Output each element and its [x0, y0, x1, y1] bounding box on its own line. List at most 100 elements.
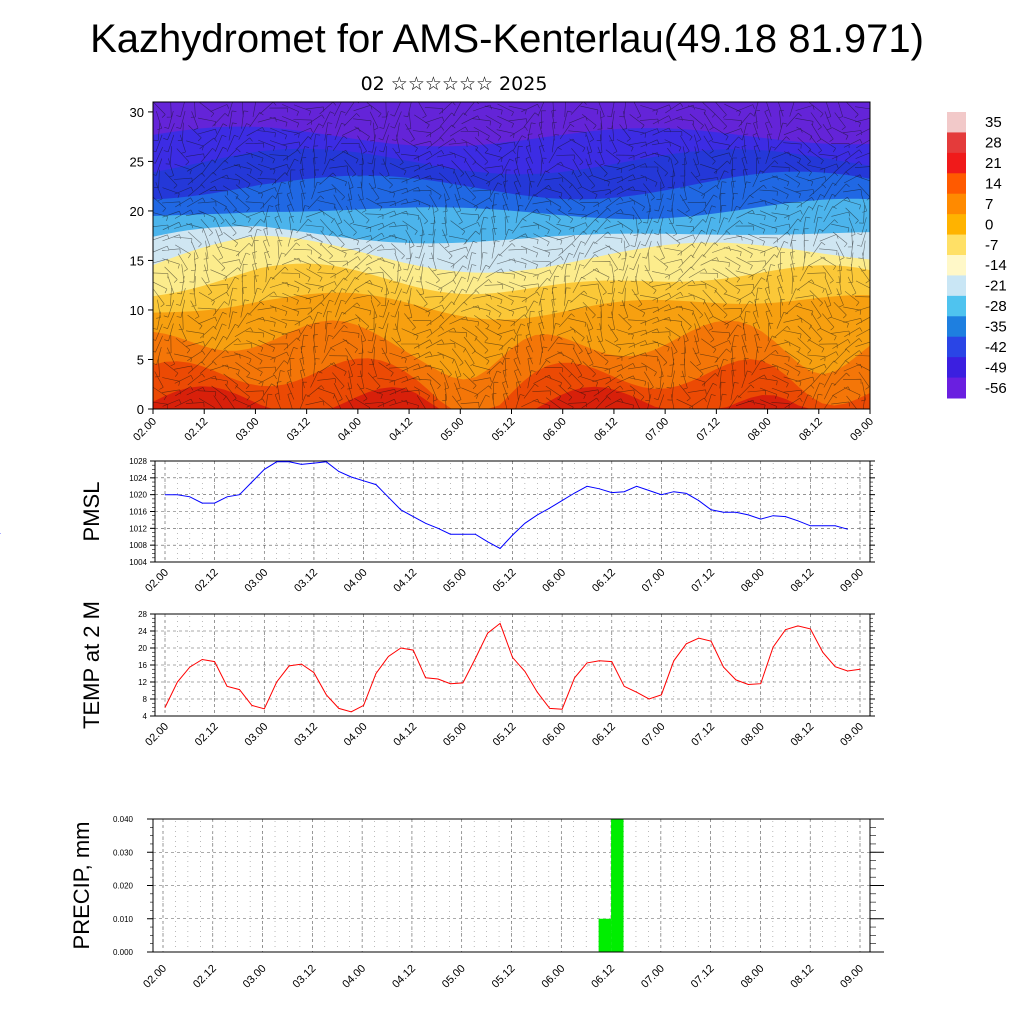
x-tick-label: 07.00: [640, 721, 668, 749]
data-point: [797, 520, 799, 522]
y-tick-label: 16: [138, 661, 147, 670]
y-axis-label: PMSL: [79, 482, 104, 542]
data-point: [809, 525, 811, 527]
data-point: [673, 491, 675, 493]
x-tick-label: 07.12: [689, 963, 717, 991]
x-tick-label: 02.12: [193, 721, 221, 749]
data-point: [859, 668, 861, 670]
colorbar-swatch: [947, 377, 966, 399]
x-tick-label: 08.12: [797, 416, 825, 444]
data-point: [809, 628, 811, 630]
x-tick-label: 02.00: [141, 963, 169, 991]
x-tick-label: 09.00: [838, 567, 866, 595]
y-tick-label: 5: [137, 352, 144, 367]
data-point: [189, 666, 191, 668]
y-tick-label: 1016: [129, 508, 147, 517]
data-point: [462, 533, 464, 535]
data-point: [177, 494, 178, 496]
data-point: [474, 533, 476, 535]
x-tick-label: 07.12: [689, 721, 717, 749]
colorbar-swatch: [947, 112, 966, 133]
data-point: [661, 494, 662, 496]
x-tick-label: 08.12: [789, 567, 817, 595]
y-tick-label: 1028: [129, 457, 147, 466]
x-tick-label: 06.00: [541, 416, 569, 444]
precip-panel: 0.000 0.010 0.020 0.030 0.040 02.00 02.12 03.00…: [69, 815, 884, 991]
data-point: [536, 514, 538, 516]
data-point: [822, 525, 824, 527]
colorbar-label: 21: [985, 155, 1002, 172]
y-tick-label: 28: [138, 610, 147, 619]
y-tick-label: 15: [130, 253, 144, 268]
plot-frame: [154, 613, 871, 717]
data-point: [673, 660, 675, 662]
colorbar-swatch: [947, 234, 966, 256]
data-point: [437, 678, 439, 680]
y-tick-label: 1024: [129, 474, 147, 483]
wind-barbs: [153, 102, 870, 409]
data-point: [301, 663, 302, 665]
data-point: [363, 704, 364, 706]
x-tick-label: 07.00: [640, 567, 668, 595]
x-tick-label: 08.00: [746, 416, 774, 444]
y-tick-label: 0.010: [113, 915, 134, 924]
colorbar-label: 7: [985, 196, 993, 213]
chart-title: Kazhydromet for AMS-Kenterlau(49.18 81.9…: [90, 17, 924, 61]
x-tick-label: 04.12: [387, 416, 415, 444]
data-point: [263, 469, 265, 470]
data-point: [251, 704, 253, 706]
data-point: [239, 494, 240, 496]
data-point: [636, 485, 638, 487]
data-point: [747, 514, 749, 516]
data-point: [586, 662, 588, 664]
data-point: [685, 643, 687, 645]
x-tick-label: 05.12: [490, 963, 518, 991]
y-tick-label: 25: [130, 154, 144, 169]
data-point: [474, 658, 476, 660]
data-point: [499, 548, 501, 549]
data-point: [685, 493, 687, 494]
data-point: [772, 515, 774, 517]
x-tick-label: 03.12: [285, 416, 313, 444]
y-tick-label: 10: [130, 303, 144, 318]
data-point: [723, 511, 724, 513]
x-tick-label: 08.12: [789, 721, 817, 749]
colorbar-label: -42: [985, 339, 1007, 356]
data-point: [512, 534, 513, 536]
colorbar-swatch: [947, 255, 966, 276]
data-point: [164, 707, 166, 708]
colorbar-label: -35: [985, 319, 1007, 336]
y-tick-label: 20: [138, 644, 147, 653]
colorbar-swatch: [947, 295, 966, 317]
data-point: [785, 629, 786, 631]
field-band: [153, 102, 870, 147]
x-tick-label: 06.12: [590, 721, 618, 749]
x-tick-label: 06.00: [540, 567, 568, 595]
y-tick-label: 30: [130, 105, 144, 120]
series-line: [165, 461, 848, 550]
colorbar-swatch: [947, 193, 966, 215]
colorbar-label: -49: [985, 359, 1007, 376]
x-tick-label: 02.00: [143, 721, 171, 749]
colorbar-label: 0: [985, 216, 993, 233]
colorbar-swatch: [947, 357, 966, 379]
data-point: [400, 647, 402, 649]
y-tick-label: 24: [138, 627, 147, 636]
data-point: [313, 672, 315, 674]
y-tick-label: 0.040: [113, 815, 134, 824]
x-tick-label: 03.00: [242, 721, 270, 749]
data-point: [586, 485, 588, 487]
cross-section-panel: 0 5 10 15 20 25 30 02.00 02.12 03.00 03.12 04.00 04.…: [130, 101, 876, 444]
data-point: [549, 707, 551, 709]
x-tick-label: 03.12: [292, 721, 320, 749]
data-point: [338, 707, 340, 709]
data-point: [834, 666, 836, 668]
data-point: [536, 691, 538, 693]
data-point: [772, 646, 774, 648]
x-tick-label: 07.12: [695, 416, 723, 444]
x-tick-label: 03.12: [291, 963, 319, 991]
data-point: [623, 491, 625, 493]
colorbar-label: 14: [985, 176, 1002, 193]
data-point: [735, 679, 737, 681]
x-tick-label: 08.12: [788, 963, 816, 991]
